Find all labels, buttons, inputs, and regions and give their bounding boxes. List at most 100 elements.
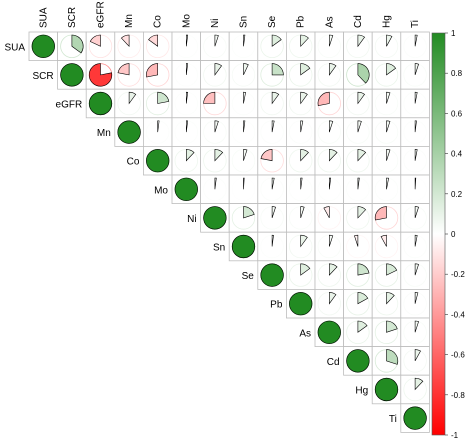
row-label: Sn [213, 243, 225, 254]
cell-eGFR-Cd [343, 88, 373, 119]
row-label: eGFR [56, 100, 83, 111]
pie-slice [271, 63, 284, 76]
column-label: As [324, 16, 335, 28]
column-label: Sn [239, 16, 250, 28]
row-label: Mn [97, 128, 111, 139]
cell-Ni-Cd [343, 203, 373, 233]
cell-SUA-SUA [28, 31, 59, 62]
row-label: Cd [327, 357, 340, 368]
cell-Sn-Pb [285, 231, 316, 262]
cell-Pb-Hg [371, 288, 402, 319]
pie-slice [148, 34, 158, 47]
pie-slice [186, 63, 189, 75]
cell-Co-Ti [400, 145, 430, 176]
pie-slice [329, 120, 334, 133]
pie-slice [31, 34, 55, 58]
cell-SUA-Se [257, 31, 287, 62]
pie-slice [300, 34, 309, 48]
row-labels: SUA SCR eGFR Mn Co Mo Ni Sn Se Pb As Cd Hg Ti [4, 42, 396, 425]
cell-Pb-Pb [285, 288, 316, 319]
pie-slice [88, 91, 113, 116]
cell-Ni-Sn [228, 203, 259, 233]
cell-Mn-As [314, 117, 345, 147]
cell-Ni-Pb [285, 203, 316, 233]
cell-Sn-Hg [371, 231, 402, 262]
cell-Hg-Hg [371, 374, 402, 405]
cell-eGFR-Se [257, 88, 287, 119]
pie-slice [186, 34, 189, 47]
pie-slice [214, 63, 222, 76]
column-label: Hg [382, 15, 393, 28]
cell-Sn-As [314, 231, 345, 262]
pie-slice [357, 177, 360, 190]
cell-SCR-SCR [57, 60, 87, 90]
pie-slice [271, 177, 275, 190]
pie-slice [414, 377, 424, 391]
pie-slice [354, 234, 359, 247]
pie-slice [386, 263, 398, 276]
cell-Sn-Sn [228, 231, 259, 262]
cell-Co-Cd [343, 145, 373, 176]
cell-Mn-Co [142, 117, 173, 147]
cell-Se-Ti [400, 260, 430, 290]
cell-Co-Sn [228, 145, 259, 176]
pie-slice [88, 63, 113, 87]
pie-slice [386, 63, 397, 76]
cell-SUA-Hg [371, 31, 402, 62]
pie-slice [117, 120, 141, 144]
cell-Se-As [314, 260, 345, 290]
pie-slice [243, 91, 246, 104]
cell-Pb-Ti [400, 288, 430, 319]
cell-Cd-Ti [400, 346, 430, 376]
pie-slice [271, 120, 275, 133]
row-label: SCR [32, 71, 53, 82]
cell-eGFR-As [314, 88, 345, 119]
cell-SUA-Co [142, 31, 173, 62]
cell-Mn-Pb [285, 117, 316, 147]
cell-Mn-Cd [343, 117, 373, 147]
cell-eGFR-Hg [371, 88, 402, 119]
cell-SCR-Se [257, 60, 287, 90]
pie-slice [357, 320, 368, 333]
pie-slice [271, 206, 276, 218]
pie-slice [214, 120, 219, 133]
cell-Cd-Hg [371, 346, 402, 376]
pie-slice [414, 320, 419, 333]
pie-slice [289, 292, 313, 316]
cell-As-Ti [400, 317, 430, 348]
cell-SCR-Mn [114, 60, 144, 90]
column-label: Mn [124, 14, 135, 28]
cell-SCR-Pb [285, 60, 316, 90]
row-label: Se [242, 271, 255, 282]
cell-Co-Se [257, 145, 287, 176]
cell-Mo-Ti [400, 174, 430, 205]
pie-slice [146, 149, 170, 173]
pie-slice [260, 149, 273, 162]
cell-Ni-Hg [371, 203, 402, 233]
pie-slice [414, 206, 419, 218]
cell-Mn-Sn [228, 117, 259, 147]
cell-Mo-Hg [371, 174, 402, 205]
cell-SUA-Pb [285, 31, 316, 62]
pie-slice [380, 234, 387, 247]
row-label: Pb [270, 300, 283, 311]
cell-Mn-Mn [114, 117, 144, 147]
colorbar-tick-label: 0 [451, 230, 456, 239]
colorbar-tick-label: 1 [451, 29, 456, 38]
cell-Pb-As [314, 288, 345, 319]
colorbar-tick-label: 0.6 [451, 109, 463, 118]
pie-slice [386, 120, 391, 133]
pie-slice [300, 149, 309, 162]
pie-slice [186, 120, 189, 133]
cell-eGFR-Sn [228, 88, 259, 119]
cell-SCR-Ti [400, 60, 430, 90]
cell-Mn-Ti [400, 117, 430, 147]
pie-slice [386, 34, 393, 47]
pie-slice [243, 120, 246, 133]
column-label: SUA [38, 7, 49, 28]
cell-Sn-Cd [343, 231, 373, 262]
column-labels: SUA SCR eGFR Mn Co Mo Ni Sn Se Pb As Cd Hg Ti [38, 1, 421, 28]
cell-eGFR-eGFR [85, 88, 116, 119]
pie-slice [271, 91, 280, 105]
